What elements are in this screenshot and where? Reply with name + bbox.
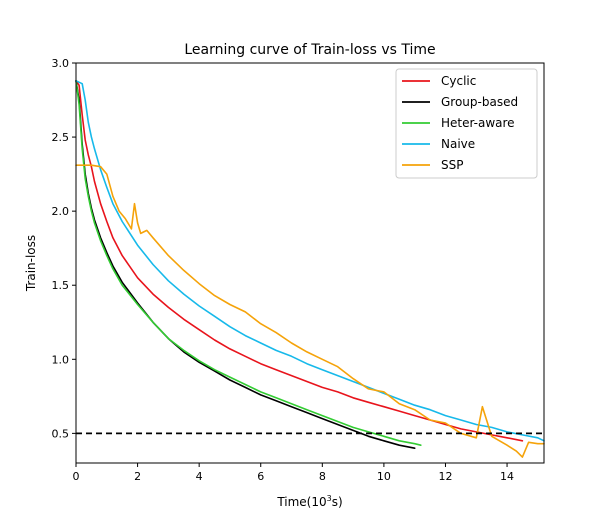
series-line-3	[75, 80, 545, 442]
plot-frame	[75, 62, 545, 464]
y-tick-label-0: 0.5	[52, 427, 70, 440]
x-tick-label-2: 4	[196, 470, 203, 483]
y-tick-label-4: 2.5	[52, 131, 70, 144]
x-tick-label-7: 14	[500, 470, 514, 483]
y-axis-label: Train-loss	[24, 235, 38, 292]
x-tick-label-6: 12	[438, 470, 452, 483]
x-tick-label-5: 10	[377, 470, 391, 483]
y-axis-ticks: 0.5 1.0 1.5 2.0 2.5 3.0	[52, 57, 76, 440]
x-tick-label-1: 2	[134, 470, 141, 483]
x-axis-label-base: Time(10	[276, 495, 326, 509]
x-tick-label-0: 0	[73, 470, 80, 483]
chart-title: Learning curve of Train-loss vs Time	[184, 42, 435, 58]
legend-box	[395, 68, 538, 179]
legend: Cyclic Group-based Heter-aware Naive SSP	[395, 68, 538, 179]
legend-label-0: Cyclic	[441, 74, 476, 88]
x-axis-ticks: 0 2 4 6 8 10 12 14	[73, 463, 514, 483]
legend-label-1: Group-based	[441, 95, 518, 109]
series-layer	[75, 80, 545, 458]
x-axis-label-superscript: 3	[327, 494, 332, 503]
legend-label-4: SSP	[441, 158, 463, 172]
series-line-4	[75, 164, 545, 458]
y-tick-label-2: 1.5	[52, 279, 70, 292]
x-tick-label-4: 8	[319, 470, 326, 483]
series-line-2	[75, 80, 422, 447]
y-tick-label-1: 1.0	[52, 353, 70, 366]
x-tick-label-3: 6	[257, 470, 264, 483]
x-axis-label: Time(103s)	[276, 494, 342, 509]
legend-label-2: Heter-aware	[441, 116, 515, 130]
legend-label-3: Naive	[441, 137, 475, 151]
y-tick-label-5: 3.0	[52, 57, 70, 70]
x-axis-label-tail: s)	[332, 495, 343, 509]
y-tick-label-3: 2.0	[52, 205, 70, 218]
